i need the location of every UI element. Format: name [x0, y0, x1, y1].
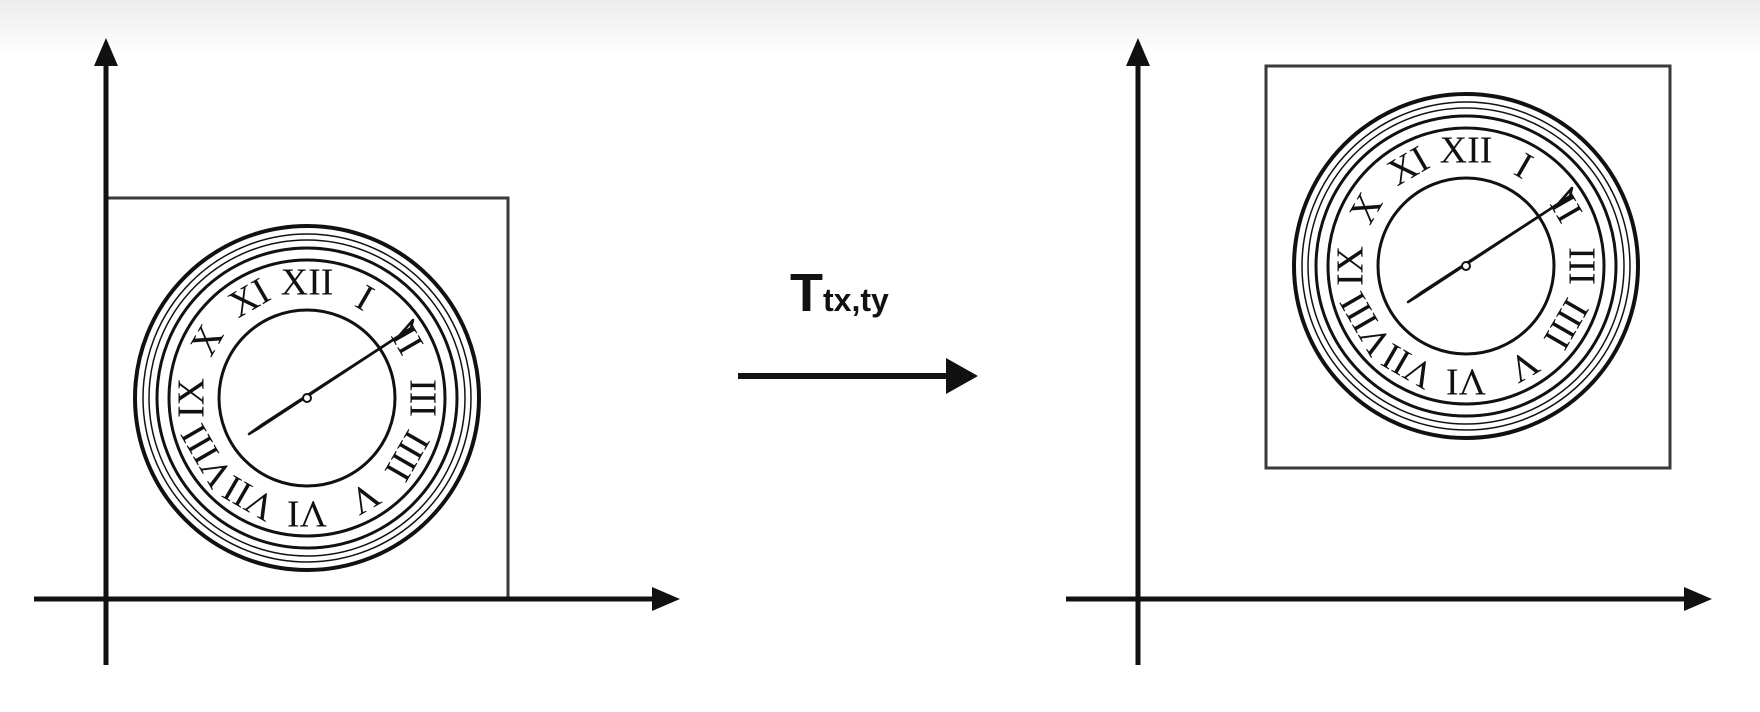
- left-y-axis: [94, 38, 118, 665]
- clock-numeral: XII: [1440, 130, 1493, 172]
- left-x-axis: [34, 587, 680, 611]
- right-x-axis: [1066, 587, 1712, 611]
- translated-bounding-box: [1264, 64, 1672, 470]
- top-shading: [0, 0, 1760, 56]
- clock-numeral: III: [1560, 247, 1602, 285]
- clock-numeral: IX: [1330, 246, 1372, 286]
- transform-subscript: tx,ty: [823, 282, 889, 318]
- clock-numeral: XII: [281, 262, 334, 304]
- clock-numeral: VI: [1446, 360, 1486, 402]
- clock-numeral: IX: [171, 378, 213, 418]
- transform-label: Ttx,ty: [790, 262, 889, 324]
- clock-numeral: III: [401, 379, 443, 417]
- right-y-axis: [1126, 38, 1150, 665]
- transform-arrow: [738, 358, 978, 394]
- clock-numeral: VI: [287, 492, 327, 534]
- transform-symbol: T: [790, 263, 823, 323]
